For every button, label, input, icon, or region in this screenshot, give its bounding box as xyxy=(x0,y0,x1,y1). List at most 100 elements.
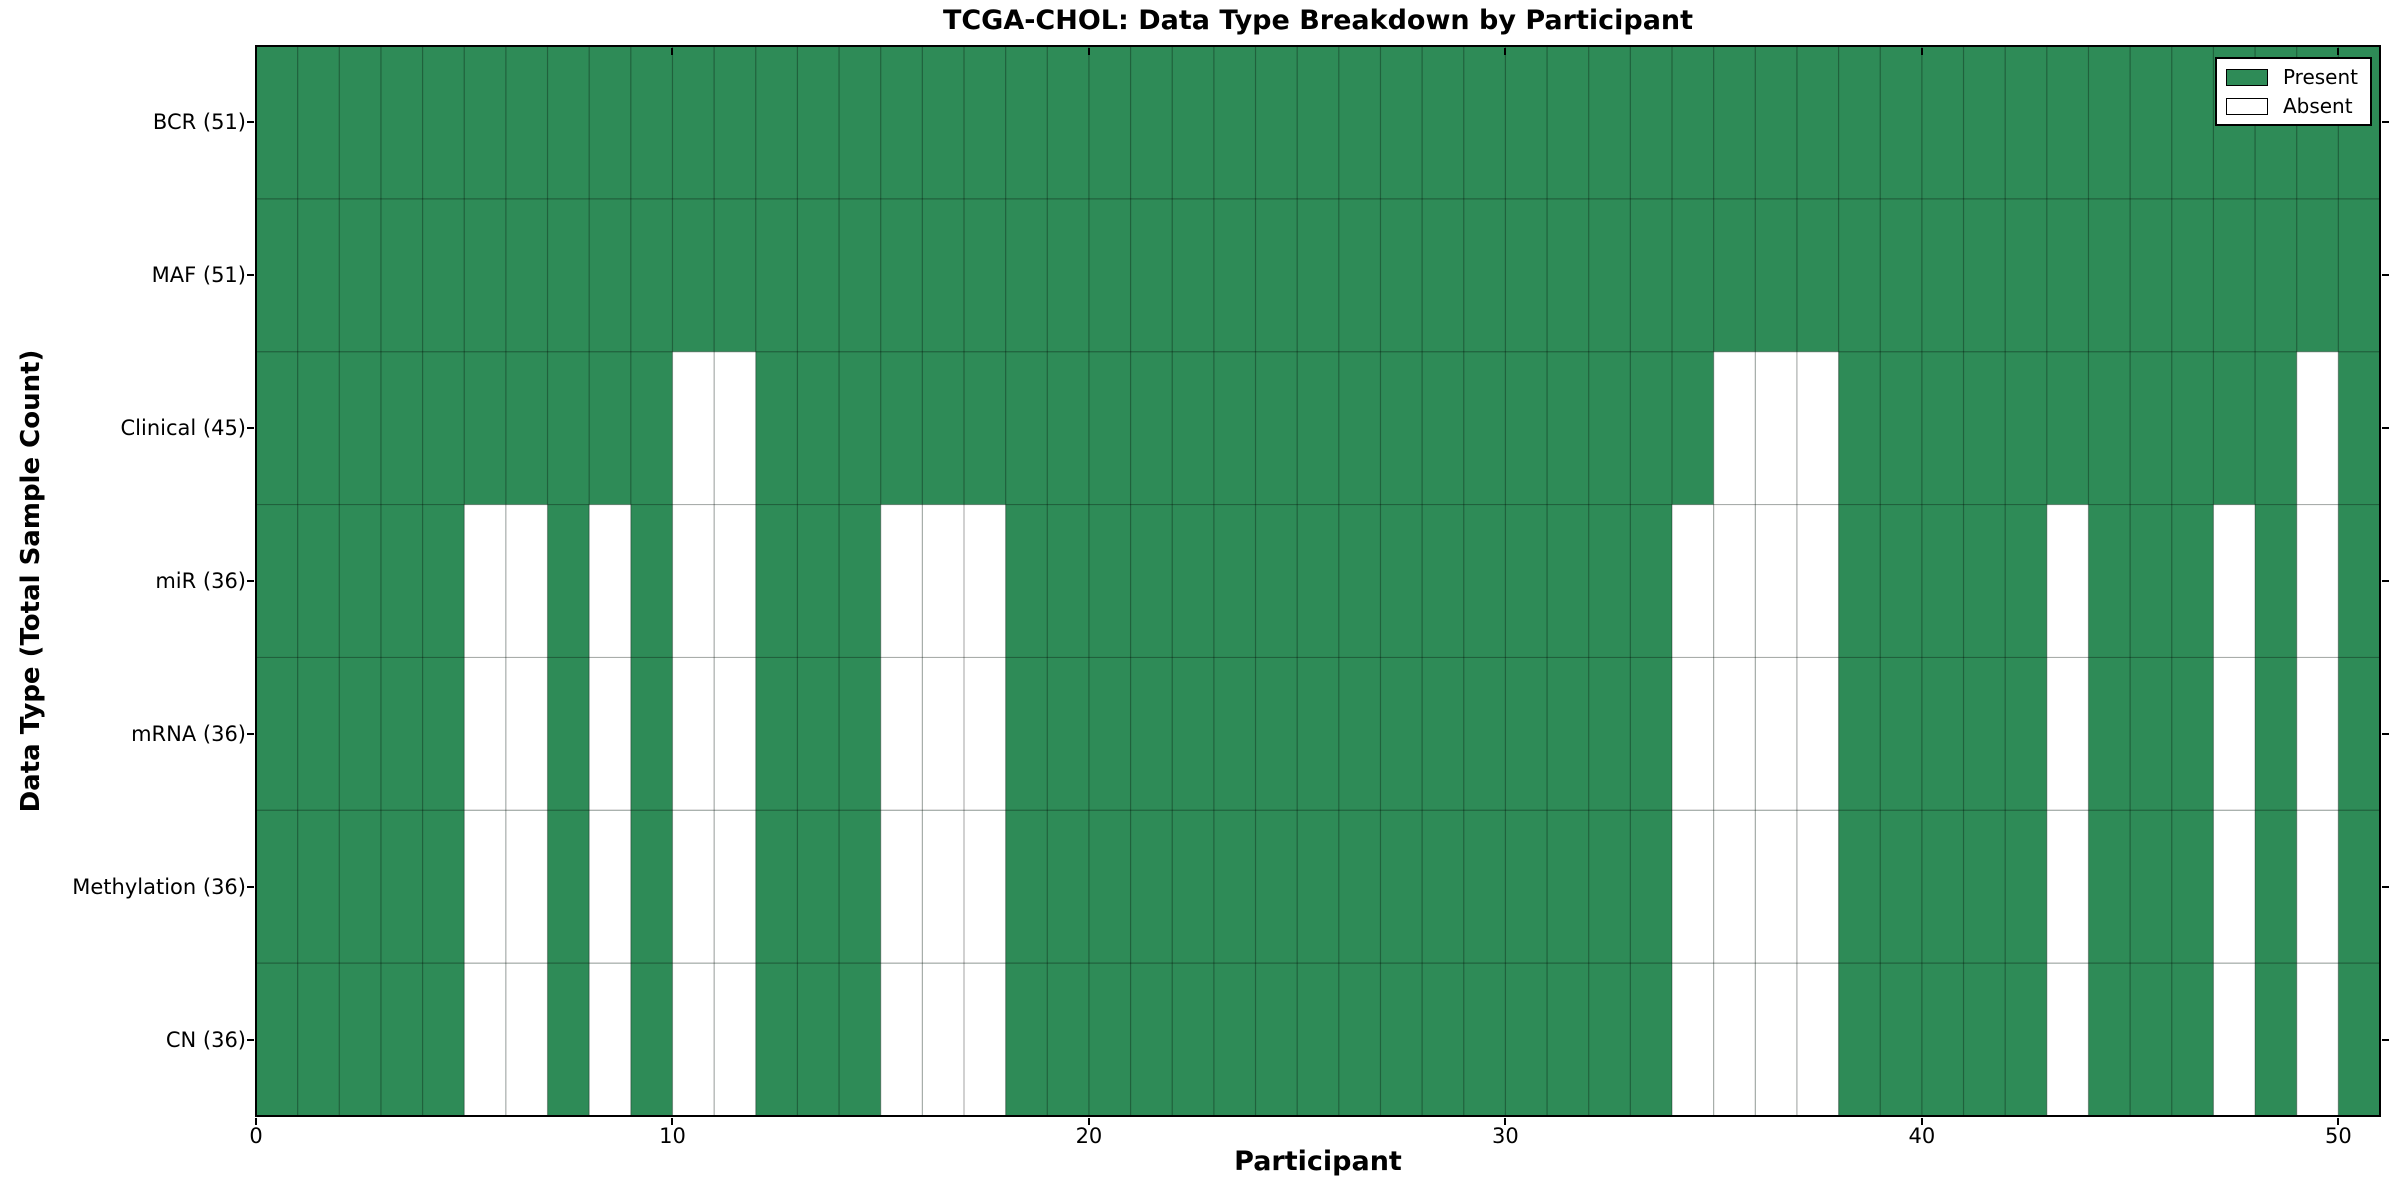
matrix-absent-cell xyxy=(880,810,923,964)
x-tick-mark-bottom xyxy=(1920,1118,1923,1125)
x-tick-mark-top xyxy=(1087,48,1090,55)
matrix-absent-cell xyxy=(505,963,548,1116)
y-tick-mark-right xyxy=(2382,580,2389,582)
plot-area: Present Absent xyxy=(255,45,2381,1117)
y-axis-label: Data Type (Total Sample Count) xyxy=(16,349,46,813)
x-tick-label: 40 xyxy=(1908,1124,1936,1148)
y-tick-mark-left xyxy=(247,274,254,277)
matrix-absent-cell xyxy=(1755,504,1797,658)
matrix-absent-cell xyxy=(1713,810,1756,964)
matrix-absent-cell xyxy=(714,657,756,811)
matrix-absent-cell xyxy=(672,963,715,1116)
y-tick-mark-right xyxy=(2382,427,2389,430)
legend-entry-present: Present xyxy=(2225,65,2358,89)
y-tick-mark-left xyxy=(247,732,254,735)
matrix-absent-cell xyxy=(1713,504,1756,658)
matrix-absent-cell xyxy=(880,657,923,811)
x-tick-mark-bottom xyxy=(255,1118,257,1125)
matrix-absent-cell xyxy=(964,963,1006,1116)
absent-swatch-icon xyxy=(2225,97,2268,115)
matrix-absent-cell xyxy=(464,963,506,1116)
matrix-absent-cell xyxy=(714,810,756,964)
x-tick-label: 30 xyxy=(1492,1124,1519,1148)
y-tick-label: Methylation (36) xyxy=(72,874,246,899)
y-tick-mark-left xyxy=(247,580,254,582)
y-tick-mark-right xyxy=(2382,121,2389,124)
matrix-absent-cell xyxy=(589,810,631,964)
matrix-absent-cell xyxy=(1755,657,1797,811)
legend-label-present: Present xyxy=(2282,65,2358,89)
matrix-absent-cell xyxy=(2296,351,2339,505)
x-tick-mark-bottom xyxy=(1087,1118,1090,1125)
matrix-absent-cell xyxy=(505,657,548,811)
x-tick-mark-top xyxy=(2337,48,2340,55)
x-axis-label: Participant xyxy=(1234,1146,1402,1177)
matrix-absent-cell xyxy=(714,963,756,1116)
matrix-absent-cell xyxy=(2213,963,2256,1116)
matrix-absent-cell xyxy=(2296,810,2339,964)
y-tick-label: BCR (51) xyxy=(152,110,246,135)
matrix-absent-cell xyxy=(505,504,548,658)
matrix-absent-cell xyxy=(2213,657,2256,811)
matrix-absent-cell xyxy=(1713,351,1756,505)
matrix-absent-cell xyxy=(922,963,964,1116)
x-tick-mark-bottom xyxy=(2337,1118,2340,1125)
y-tick-mark-left xyxy=(247,427,254,430)
matrix-absent-cell xyxy=(672,657,715,811)
matrix-absent-cell xyxy=(1755,963,1797,1116)
legend-entry-absent: Absent xyxy=(2225,95,2358,117)
matrix-absent-cell xyxy=(1755,351,1797,505)
matrix-absent-cell xyxy=(672,351,715,505)
y-tick-mark-left xyxy=(247,121,254,124)
matrix-absent-cell xyxy=(1713,657,1756,811)
x-tick-label: 50 xyxy=(2324,1124,2352,1148)
matrix-absent-cell xyxy=(1796,963,1839,1116)
y-tick-mark-right xyxy=(2382,274,2389,277)
y-tick-mark-left xyxy=(247,885,254,888)
x-tick-mark-top xyxy=(1504,48,1507,55)
matrix-absent-cell xyxy=(2046,963,2089,1116)
x-tick-label: 10 xyxy=(659,1124,686,1148)
matrix-absent-cell xyxy=(1672,810,1714,964)
matrix-absent-cell xyxy=(505,810,548,964)
matrix-absent-cell xyxy=(1672,657,1714,811)
x-tick-mark-top xyxy=(255,48,257,55)
matrix-absent-cell xyxy=(1755,810,1797,964)
matrix-absent-cell xyxy=(1796,657,1839,811)
x-tick-mark-top xyxy=(1920,48,1923,55)
matrix-absent-cell xyxy=(880,963,923,1116)
matrix-absent-cell xyxy=(922,504,964,658)
matrix-absent-cell xyxy=(672,504,715,658)
matrix-absent-cell xyxy=(964,504,1006,658)
matrix-absent-cell xyxy=(464,504,506,658)
matrix-absent-cell xyxy=(880,504,923,658)
y-tick-label: MAF (51) xyxy=(151,263,246,288)
matrix-absent-cell xyxy=(2046,810,2089,964)
y-tick-label: Clinical (45) xyxy=(120,416,246,441)
y-tick-mark-right xyxy=(2382,885,2389,888)
matrix-absent-cell xyxy=(1713,963,1756,1116)
y-tick-mark-left xyxy=(247,1038,254,1041)
matrix-absent-cell xyxy=(964,657,1006,811)
matrix-absent-cell xyxy=(922,810,964,964)
matrix-absent-cell xyxy=(1672,963,1714,1116)
matrix-absent-cell xyxy=(1796,504,1839,658)
matrix-absent-cell xyxy=(464,657,506,811)
matrix-absent-cell xyxy=(2296,963,2339,1116)
x-tick-mark-bottom xyxy=(671,1118,674,1125)
matrix-absent-cell xyxy=(2296,504,2339,658)
y-tick-label: miR (36) xyxy=(155,569,246,593)
matrix-absent-cell xyxy=(2046,504,2089,658)
legend: Present Absent xyxy=(2214,57,2372,126)
matrix-absent-cell xyxy=(714,351,756,505)
chart-title: TCGA-CHOL: Data Type Breakdown by Partic… xyxy=(942,5,1694,36)
matrix-absent-cell xyxy=(2046,657,2089,811)
matrix-absent-cell xyxy=(714,504,756,658)
y-tick-mark-right xyxy=(2382,732,2389,735)
matrix-absent-cell xyxy=(1796,351,1839,505)
presence-matrix xyxy=(255,45,2381,1117)
matrix-absent-cell xyxy=(2296,657,2339,811)
present-swatch-icon xyxy=(2225,68,2268,86)
matrix-absent-cell xyxy=(2213,504,2256,658)
